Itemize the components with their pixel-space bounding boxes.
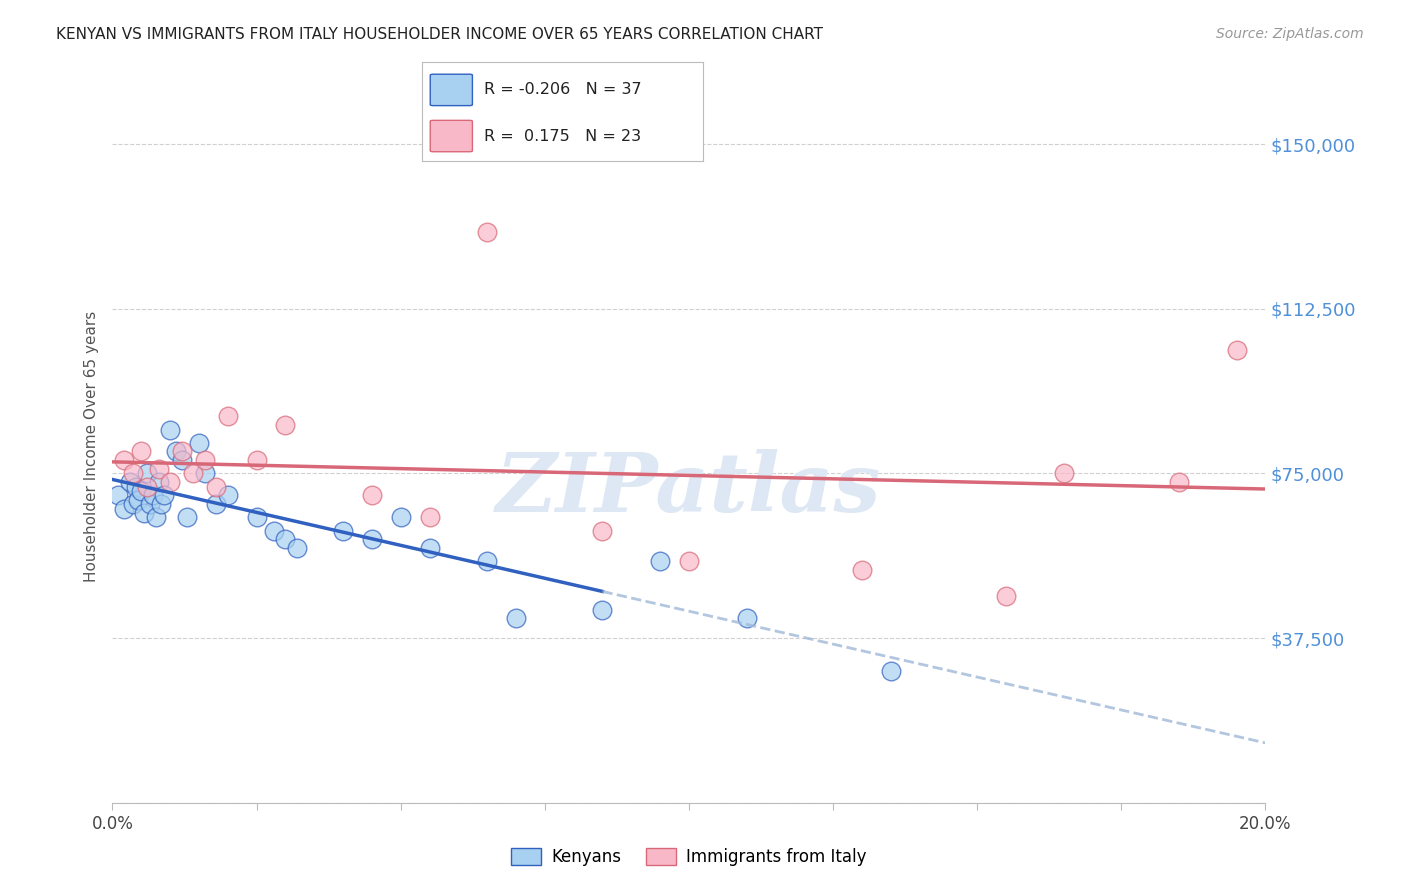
Point <box>136 480 159 494</box>
Point <box>188 435 211 450</box>
Point <box>389 510 412 524</box>
Point <box>165 444 187 458</box>
Point <box>107 488 129 502</box>
Point <box>159 475 181 490</box>
Point <box>134 506 156 520</box>
Text: R = -0.206   N = 37: R = -0.206 N = 37 <box>484 82 641 97</box>
Point <box>121 467 143 481</box>
Point <box>995 590 1018 604</box>
Text: KENYAN VS IMMIGRANTS FROM ITALY HOUSEHOLDER INCOME OVER 65 YEARS CORRELATION CHA: KENYAN VS IMMIGRANTS FROM ITALY HOUSEHOL… <box>56 27 824 42</box>
Point <box>142 488 165 502</box>
Point <box>678 554 700 568</box>
Point <box>735 611 758 625</box>
Point <box>136 467 159 481</box>
Point <box>360 488 382 502</box>
Point <box>181 467 204 481</box>
Point <box>150 497 173 511</box>
Point <box>419 541 441 555</box>
Point <box>129 444 153 458</box>
Text: R =  0.175   N = 23: R = 0.175 N = 23 <box>484 128 641 144</box>
Point <box>112 453 135 467</box>
Point <box>145 510 167 524</box>
Point <box>139 497 162 511</box>
Point <box>194 453 217 467</box>
Legend: Kenyans, Immigrants from Italy: Kenyans, Immigrants from Italy <box>505 841 873 873</box>
Point <box>648 554 672 568</box>
Point <box>121 497 143 511</box>
Point <box>419 510 441 524</box>
Point <box>274 418 297 433</box>
Point <box>1167 475 1189 490</box>
Point <box>153 488 176 502</box>
Point <box>124 480 146 494</box>
Point <box>1052 467 1074 481</box>
Text: ZIPatlas: ZIPatlas <box>496 449 882 529</box>
Point <box>194 467 217 481</box>
Point <box>1226 343 1249 358</box>
Point <box>148 475 170 490</box>
Point <box>591 524 613 538</box>
Point <box>112 501 135 516</box>
Text: Source: ZipAtlas.com: Source: ZipAtlas.com <box>1216 27 1364 41</box>
Point <box>148 462 170 476</box>
Point <box>475 225 498 239</box>
Y-axis label: Householder Income Over 65 years: Householder Income Over 65 years <box>84 310 100 582</box>
Point <box>170 453 193 467</box>
Point <box>245 510 267 524</box>
Point <box>505 611 527 625</box>
Point <box>851 563 873 577</box>
Point <box>245 453 267 467</box>
Point <box>176 510 198 524</box>
Point <box>205 480 228 494</box>
Point <box>159 423 181 437</box>
Point <box>880 664 903 678</box>
Point <box>360 533 382 547</box>
Point <box>170 444 193 458</box>
Point <box>217 409 239 424</box>
Point <box>118 475 141 490</box>
FancyBboxPatch shape <box>430 120 472 152</box>
Point <box>332 524 354 538</box>
Point <box>217 488 239 502</box>
Point <box>129 483 153 498</box>
Point <box>274 533 297 547</box>
Point <box>263 524 285 538</box>
Point <box>285 541 308 555</box>
Point <box>591 602 613 616</box>
Point <box>205 497 228 511</box>
Point <box>475 554 498 568</box>
FancyBboxPatch shape <box>430 74 472 105</box>
Point <box>127 492 149 507</box>
